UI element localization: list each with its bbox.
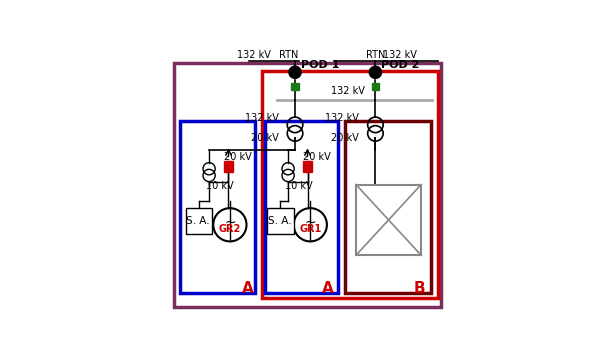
Text: RTN: RTN <box>366 50 385 60</box>
Bar <box>356 185 421 255</box>
Text: 132 kV: 132 kV <box>325 113 359 123</box>
Text: ~: ~ <box>304 216 316 230</box>
Text: A: A <box>242 281 254 296</box>
Bar <box>175 63 440 307</box>
Text: 20 kV: 20 kV <box>251 133 278 143</box>
Bar <box>292 82 299 90</box>
Bar <box>224 161 233 172</box>
Text: 132 kV: 132 kV <box>383 50 417 60</box>
Text: 20 kV: 20 kV <box>331 133 359 143</box>
Bar <box>304 161 311 172</box>
Text: 132 kV: 132 kV <box>331 86 365 96</box>
Text: POD 2: POD 2 <box>381 59 419 69</box>
Text: B: B <box>414 281 425 296</box>
Text: 20 kV: 20 kV <box>224 152 252 162</box>
Bar <box>345 121 431 293</box>
Text: GR1: GR1 <box>299 224 322 234</box>
Text: 10 kV: 10 kV <box>206 181 234 191</box>
Text: 132 kV: 132 kV <box>245 113 278 123</box>
Text: 10 kV: 10 kV <box>286 181 313 191</box>
Text: RTN: RTN <box>279 50 298 60</box>
Bar <box>185 208 212 234</box>
Circle shape <box>289 66 301 78</box>
Bar <box>180 121 255 293</box>
Bar <box>262 71 438 298</box>
Text: S. A.: S. A. <box>186 216 209 226</box>
Bar <box>372 82 379 90</box>
Text: S. A.: S. A. <box>268 216 292 226</box>
Text: 132 kV: 132 kV <box>236 50 271 60</box>
Text: A: A <box>322 281 334 296</box>
Text: ~: ~ <box>224 216 236 230</box>
Text: GR2: GR2 <box>219 224 241 234</box>
Text: POD 1: POD 1 <box>301 59 339 69</box>
Bar <box>265 121 338 293</box>
Bar <box>268 208 293 234</box>
Text: 20 kV: 20 kV <box>304 152 331 162</box>
Circle shape <box>370 66 382 78</box>
